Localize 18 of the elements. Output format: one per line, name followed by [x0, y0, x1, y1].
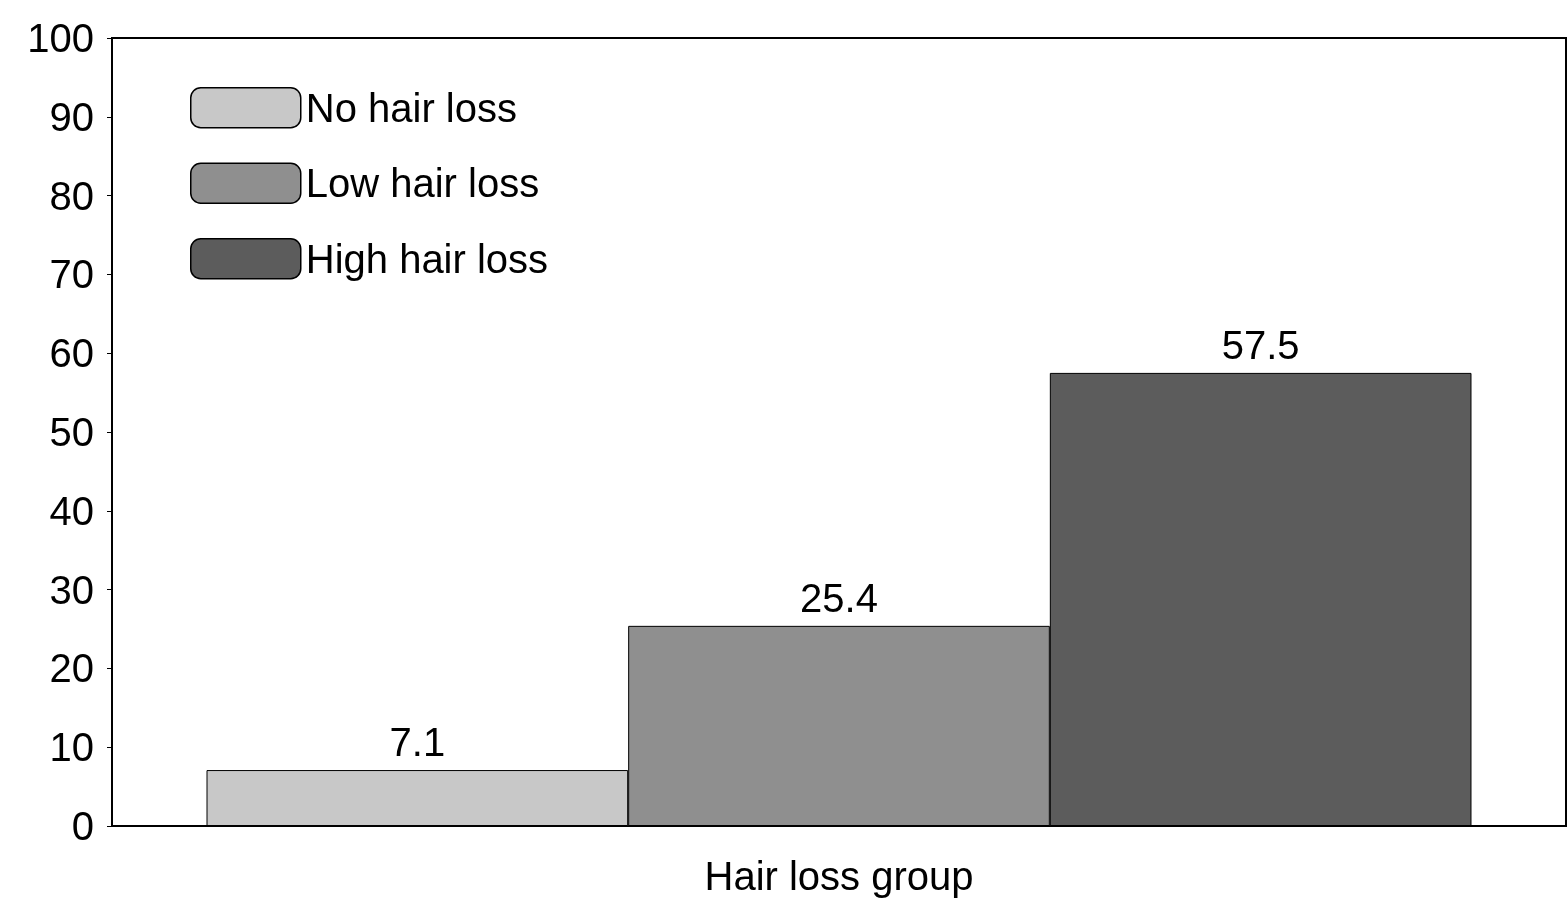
legend-label: Low hair loss: [305, 161, 540, 206]
legend-label: No hair loss: [305, 85, 517, 130]
data-label: 25.4: [800, 575, 878, 620]
y-tick-label: 80: [49, 173, 94, 218]
data-label: 7.1: [389, 720, 446, 765]
data-label: 57.5: [1221, 322, 1300, 367]
y-tick-label: 50: [49, 410, 94, 454]
x-axis-title: Hair loss group: [704, 854, 974, 898]
y-tick-label: 30: [49, 567, 94, 612]
y-tick-label: 70: [49, 252, 94, 297]
y-tick-label: 0: [71, 804, 94, 848]
y-tick-label: 20: [49, 646, 94, 691]
y-tick-label: 10: [49, 725, 94, 770]
legend-label: High hair loss: [305, 236, 549, 281]
y-tick-label: 100: [27, 16, 94, 60]
y-tick-label: 90: [49, 94, 94, 139]
y-tick-label: 40: [49, 488, 94, 533]
y-tick-label: 60: [49, 331, 94, 376]
